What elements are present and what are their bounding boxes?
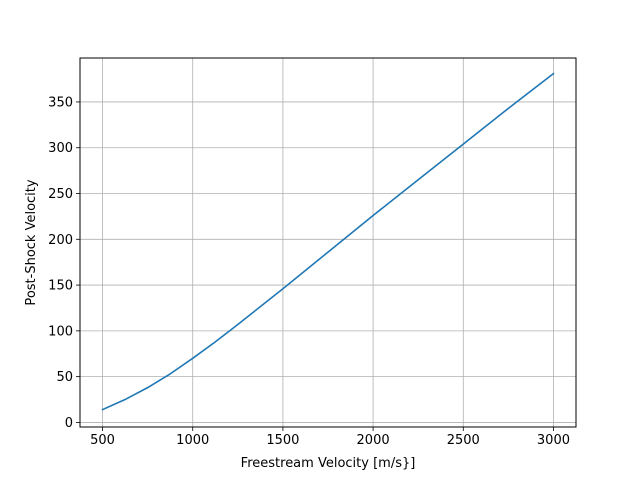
series-line-0	[101, 72, 555, 411]
grid	[80, 58, 576, 427]
y-axis-label: Post-Shock Velocity	[24, 179, 39, 305]
x-tick-label: 500	[90, 433, 115, 448]
y-tick-label: 300	[48, 141, 73, 156]
y-tick-label: 50	[56, 370, 73, 385]
y-axis-ticks: 0 50 100 150 200 250 300 350	[48, 95, 80, 431]
plot-frame	[79, 57, 577, 428]
y-tick-label: 350	[48, 95, 73, 110]
x-tick-label: 2500	[447, 433, 480, 448]
y-tick-label: 200	[48, 233, 73, 248]
y-tick-label: 250	[48, 187, 73, 202]
series-layer	[101, 72, 555, 411]
y-tick-label: 100	[48, 324, 73, 339]
y-tick-label: 0	[65, 416, 73, 431]
x-tick-label: 1000	[176, 433, 209, 448]
x-tick-label: 2000	[357, 433, 390, 448]
y-tick-label: 150	[48, 279, 73, 294]
x-tick-label: 1500	[266, 433, 299, 448]
x-axis-label: Freestream Velocity [m/s}]	[241, 456, 416, 471]
x-axis-ticks: 500 1000 1500 2000 2500 3000	[90, 427, 570, 448]
x-tick-label: 3000	[537, 433, 570, 448]
